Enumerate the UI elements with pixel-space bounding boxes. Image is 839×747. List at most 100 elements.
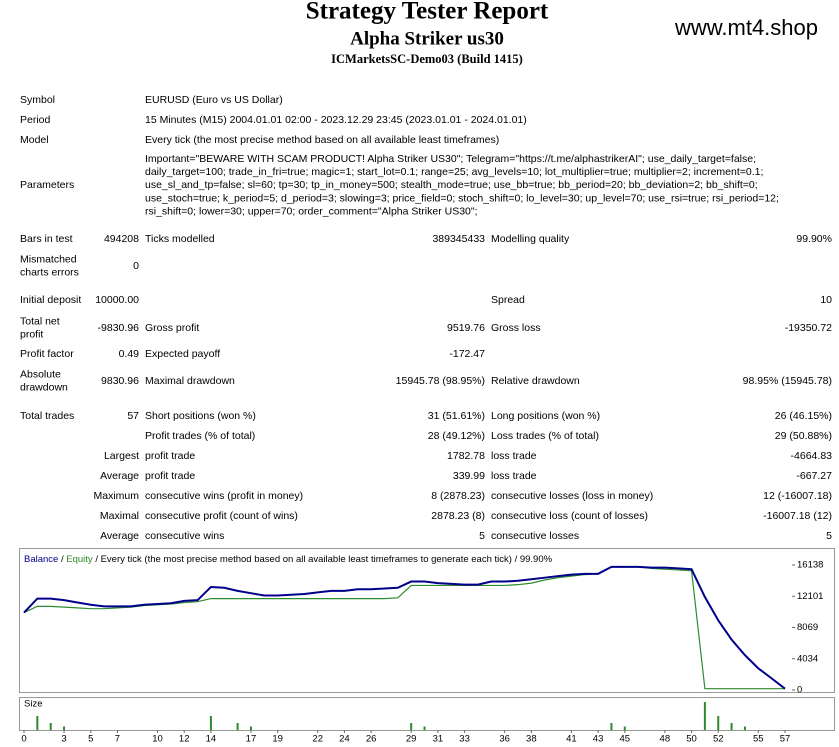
stat-label: Gross profit — [145, 322, 199, 334]
x-tick-label: 41 — [566, 734, 577, 745]
x-tick-label: 12 — [179, 734, 190, 745]
stat-label: Short positions (won %) — [145, 410, 256, 422]
size-bar — [209, 716, 212, 730]
info-label: Parameters — [20, 179, 74, 191]
stat-value: 15945.78 (98.95%) — [396, 375, 485, 387]
stat-value: 12 (-16007.18) — [763, 490, 832, 502]
series-line — [23, 565, 786, 690]
stat-value: -16007.18 (12) — [763, 510, 832, 522]
stat-label: loss trade — [491, 450, 537, 462]
stat-label: Expected payoff — [145, 348, 220, 360]
stat-label: Ticks modelled — [145, 233, 215, 245]
size-bar — [730, 723, 733, 730]
stat-label: drawdown — [20, 381, 68, 393]
stat-label: Profit factor — [20, 348, 74, 360]
stat-value: 8 (2878.23) — [431, 490, 485, 502]
stat-value: 9830.96 — [101, 375, 139, 387]
y-tick-label: 16138 — [797, 560, 823, 571]
stat-label: consecutive wins — [145, 530, 224, 542]
stat-value: Maximal — [100, 510, 139, 522]
size-bar — [423, 726, 426, 730]
stat-value: 389345433 — [432, 233, 485, 245]
stat-label: Total net — [20, 315, 60, 327]
x-tick-label: 48 — [660, 734, 671, 745]
stat-label: Mismatched — [20, 253, 77, 265]
info-label: Symbol — [20, 94, 55, 106]
x-tick-label: 17 — [246, 734, 257, 745]
info-value: use_stoch=true; k_period=5; d_period=3; … — [145, 192, 779, 204]
stat-label: Maximal drawdown — [145, 375, 235, 387]
stat-value: 339.99 — [453, 470, 485, 482]
info-label: Period — [20, 114, 51, 126]
stat-value: -9830.96 — [98, 322, 140, 334]
stat-value: 26 (46.15%) — [775, 410, 832, 422]
y-tick-label: 8069 — [797, 622, 818, 633]
x-tick-label: 10 — [152, 734, 163, 745]
stat-label: Initial deposit — [20, 294, 81, 306]
stat-value: 98.95% (15945.78) — [743, 375, 832, 387]
x-tick-label: 57 — [780, 734, 791, 745]
y-tick-label: 12101 — [797, 591, 823, 602]
report-title: Strategy Tester Report — [306, 0, 549, 25]
stat-label: profit — [20, 328, 43, 340]
size-bar — [610, 723, 613, 730]
stat-value: 29 (50.88%) — [775, 430, 832, 442]
x-tick-label: 0 — [21, 734, 26, 745]
chart-frame — [19, 548, 835, 693]
x-tick-label: 5 — [88, 734, 93, 745]
stat-label: consecutive losses (loss in money) — [491, 490, 653, 502]
size-label: Size — [24, 699, 42, 710]
x-tick-label: 24 — [339, 734, 350, 745]
stat-label: consecutive loss (count of losses) — [491, 510, 648, 522]
info-value: daily_target=100; trade_in_fri=true; mag… — [145, 166, 763, 178]
x-tick-label: 3 — [61, 734, 66, 745]
x-tick-label: 45 — [620, 734, 631, 745]
stat-value: 31 (51.61%) — [428, 410, 485, 422]
stat-label: profit trade — [145, 470, 195, 482]
stat-label: Profit trades (% of total) — [145, 430, 255, 442]
stat-label: consecutive wins (profit in money) — [145, 490, 303, 502]
stat-value: -19350.72 — [785, 322, 832, 334]
stat-value: -4664.83 — [791, 450, 833, 462]
size-bar — [36, 716, 39, 730]
stat-label: Long positions (won %) — [491, 410, 600, 422]
info-value: Important="BEWARE WITH SCAM PRODUCT! Alp… — [145, 153, 756, 165]
stat-value: 0 — [133, 260, 139, 272]
stat-label: consecutive profit (count of wins) — [145, 510, 298, 522]
stat-value: 57 — [127, 410, 139, 422]
size-bar — [703, 702, 706, 730]
info-value: rsi_shift=0; lower=30; upper=70; order_c… — [145, 206, 478, 218]
stat-label: Gross loss — [491, 322, 541, 334]
stat-label: Absolute — [20, 368, 61, 380]
size-bar — [249, 726, 252, 730]
stat-value: 10 — [820, 294, 832, 306]
stat-value: 2878.23 (8) — [431, 510, 485, 522]
info-value: EURUSD (Euro vs US Dollar) — [145, 94, 283, 106]
x-tick-label: 55 — [753, 734, 764, 745]
x-tick-label: 31 — [433, 734, 444, 745]
x-tick-label: 52 — [713, 734, 724, 745]
stat-value: 5 — [479, 530, 485, 542]
info-value: use_sl_and_tp=false; sl=60; tp=30; tp_in… — [145, 179, 758, 191]
stat-value: 28 (49.12%) — [428, 430, 485, 442]
size-bar — [717, 716, 720, 730]
report-subtitle: Alpha Striker us30 — [350, 28, 504, 49]
x-tick-label: 14 — [206, 734, 217, 745]
stat-label: Total trades — [20, 410, 74, 422]
stat-value: 5 — [826, 530, 832, 542]
size-bar — [410, 723, 413, 730]
x-tick-label: 36 — [499, 734, 510, 745]
x-tick-label: 33 — [459, 734, 470, 745]
x-tick-label: 29 — [406, 734, 417, 745]
stat-value: Maximum — [93, 490, 139, 502]
legend: Balance / Equity / Every tick (the most … — [24, 554, 553, 565]
stat-label: Loss trades (% of total) — [491, 430, 599, 442]
legend-caption: / Every tick (the most precise method ba… — [95, 554, 552, 565]
x-tick-label: 22 — [312, 734, 323, 745]
y-tick-label: 4034 — [797, 653, 818, 664]
stat-value: Largest — [104, 450, 139, 462]
stat-value: Average — [100, 470, 139, 482]
stat-label: Relative drawdown — [491, 375, 580, 387]
stat-value: 1782.78 — [447, 450, 485, 462]
